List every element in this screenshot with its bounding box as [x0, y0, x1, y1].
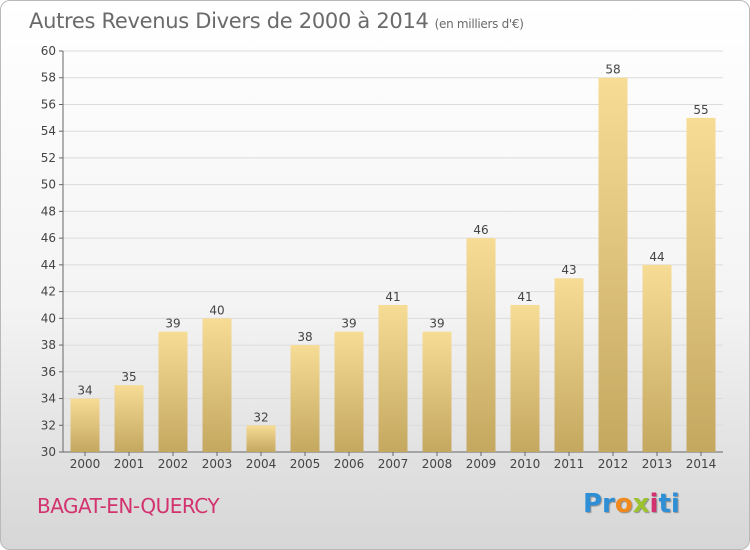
x-tick-label-2001: 2001: [114, 457, 145, 471]
data-label-2010: 41: [517, 290, 532, 304]
logo-part-1: Pr: [583, 489, 615, 519]
bar-2014: [686, 117, 716, 452]
x-tick-label-2007: 2007: [378, 457, 409, 471]
bar-2009: [466, 238, 496, 452]
x-tick-label-2008: 2008: [422, 457, 453, 471]
y-tick-label: 52: [41, 151, 56, 165]
x-tick-label-2010: 2010: [510, 457, 541, 471]
x-tick-label-2012: 2012: [598, 457, 629, 471]
data-label-2004: 32: [253, 410, 268, 424]
logo-part-4: i: [649, 489, 659, 519]
bar-2001: [114, 385, 144, 452]
data-label-2008: 39: [429, 317, 444, 331]
bar-2008: [422, 331, 452, 452]
data-label-2014: 55: [693, 103, 708, 117]
bar-2003: [202, 318, 232, 452]
x-tick-label-2004: 2004: [246, 457, 277, 471]
y-tick-label: 32: [41, 418, 56, 432]
y-tick-label: 44: [41, 258, 56, 272]
data-label-2002: 39: [165, 317, 180, 331]
y-tick-label: 58: [41, 71, 56, 85]
chart-unit: (en milliers d'€): [434, 17, 524, 31]
data-label-2005: 38: [297, 330, 312, 344]
x-tick-label-2009: 2009: [466, 457, 497, 471]
y-tick-label: 46: [41, 231, 56, 245]
logo-part-2: o: [614, 489, 633, 519]
x-tick-label-2003: 2003: [202, 457, 233, 471]
data-label-2003: 40: [209, 303, 224, 317]
y-tick-label: 36: [41, 365, 56, 379]
y-tick-label: 60: [41, 44, 56, 58]
data-label-2012: 58: [605, 63, 620, 77]
bar-2002: [158, 331, 188, 452]
logo-part-3: x: [632, 489, 650, 519]
x-tick-label-2011: 2011: [554, 457, 585, 471]
bar-2010: [510, 304, 540, 452]
y-tick-label: 38: [41, 338, 56, 352]
bar-2005: [290, 345, 320, 452]
y-tick-label: 48: [41, 204, 56, 218]
x-tick-label-2013: 2013: [642, 457, 673, 471]
x-tick-label-2000: 2000: [70, 457, 101, 471]
x-tick-label-2002: 2002: [158, 457, 189, 471]
x-tick-label-2014: 2014: [686, 457, 717, 471]
y-tick-label: 34: [41, 392, 56, 406]
x-tick-label-2005: 2005: [290, 457, 321, 471]
y-tick-label: 50: [41, 178, 56, 192]
data-label-2009: 46: [473, 223, 488, 237]
bar-2012: [598, 77, 628, 452]
bar-2011: [554, 278, 584, 452]
data-labels: 34 35 39 40 32 38 39 41 39 46 41 43 58 44 55: [77, 63, 708, 425]
y-tick-label: 54: [41, 124, 56, 138]
x-tick-label-2006: 2006: [334, 457, 365, 471]
chart-title: Autres Revenus Divers de 2000 à 2014 (en …: [29, 9, 524, 33]
bar-2000: [70, 398, 100, 452]
bar-2006: [334, 331, 364, 452]
town-name: BAGAT-EN-QUERCY: [37, 494, 220, 518]
proxiti-logo: Proxiti: [583, 489, 680, 519]
bar-2013: [642, 264, 672, 452]
y-tick-label: 42: [41, 285, 56, 299]
data-label-2000: 34: [77, 384, 92, 398]
bar-2007: [378, 304, 408, 452]
logo-part-5: ti: [658, 489, 680, 519]
bar-2004: [246, 425, 276, 452]
data-label-2006: 39: [341, 317, 356, 331]
data-label-2001: 35: [121, 370, 136, 384]
data-label-2007: 41: [385, 290, 400, 304]
data-label-2013: 44: [649, 250, 664, 264]
data-label-2011: 43: [561, 263, 576, 277]
y-tick-label: 56: [41, 97, 56, 111]
chart-title-text: Autres Revenus Divers de 2000 à 2014: [29, 9, 429, 33]
y-tick-label: 40: [41, 311, 56, 325]
y-tick-label: 30: [41, 445, 56, 459]
bars: [70, 77, 716, 452]
